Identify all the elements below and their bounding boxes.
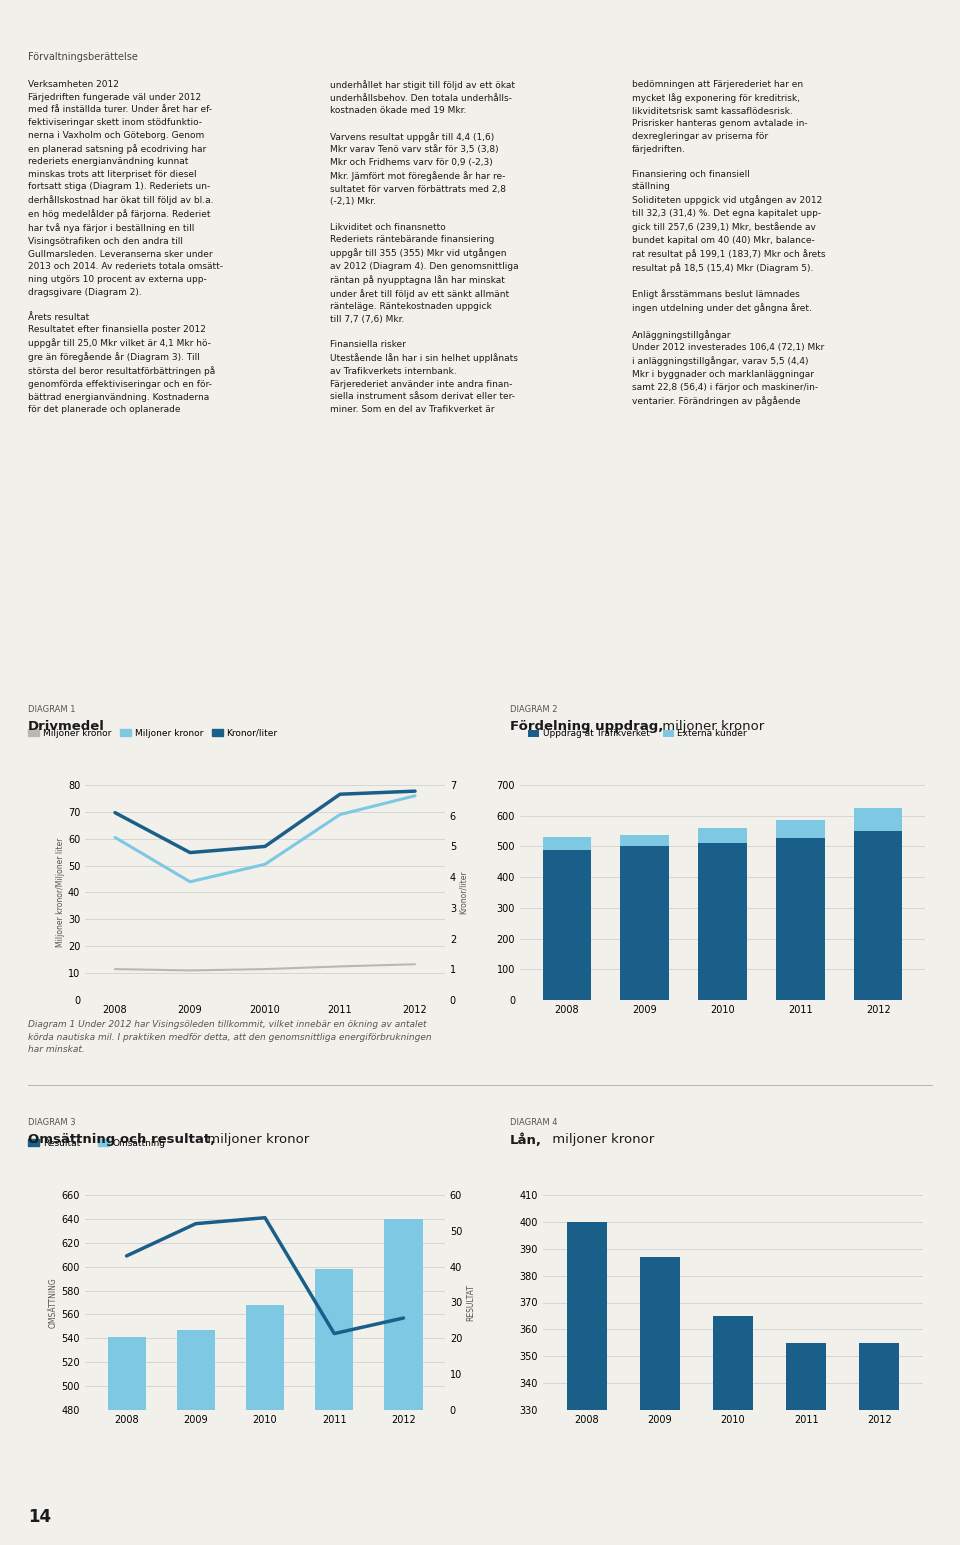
- Bar: [246, 1306, 284, 1545]
- Text: miljoner kronor: miljoner kronor: [658, 720, 764, 732]
- Text: miljoner kronor: miljoner kronor: [548, 1132, 655, 1146]
- Text: Lån,: Lån,: [510, 1132, 542, 1146]
- Y-axis label: Kronor/liter: Kronor/liter: [459, 871, 468, 915]
- Text: Omsättning och resultat,: Omsättning och resultat,: [28, 1132, 215, 1146]
- Bar: [698, 828, 747, 842]
- Bar: [713, 1316, 753, 1545]
- Bar: [859, 1343, 900, 1545]
- Bar: [108, 1336, 146, 1545]
- Bar: [620, 834, 669, 847]
- Text: Verksamheten 2012
Färjedriften fungerade väl under 2012
med få inställda turer. : Verksamheten 2012 Färjedriften fungerade…: [28, 80, 223, 414]
- Bar: [566, 1222, 607, 1545]
- Bar: [384, 1219, 422, 1545]
- Bar: [854, 808, 902, 831]
- Y-axis label: Miljoner kronor/Miljoner liter: Miljoner kronor/Miljoner liter: [56, 837, 65, 947]
- Text: underhållet har stigit till följd av ett ökat
underhållsbehov. Den totala underh: underhållet har stigit till följd av ett…: [330, 80, 518, 414]
- Bar: [786, 1343, 827, 1545]
- Bar: [777, 837, 825, 1000]
- Y-axis label: RESULTAT: RESULTAT: [467, 1284, 475, 1321]
- Y-axis label: OMSÄTTNING: OMSÄTTNING: [48, 1278, 58, 1327]
- Text: DIAGRAM 2: DIAGRAM 2: [510, 705, 558, 714]
- Bar: [542, 850, 590, 1000]
- Text: Diagram 1 Under 2012 har Visingsöleden tillkommit, vilket innebär en ökning av a: Diagram 1 Under 2012 har Visingsöleden t…: [28, 1020, 432, 1054]
- Text: Fördelning uppdrag,: Fördelning uppdrag,: [510, 720, 663, 732]
- Text: DIAGRAM 3: DIAGRAM 3: [28, 1119, 76, 1126]
- Text: Drivmedel: Drivmedel: [28, 720, 105, 732]
- Legend: Miljoner kronor, Miljoner kronor, Kronor/liter: Miljoner kronor, Miljoner kronor, Kronor…: [25, 725, 281, 742]
- Bar: [698, 842, 747, 1000]
- Bar: [177, 1330, 215, 1545]
- Legend: Resultat, Omsättning: Resultat, Omsättning: [25, 1136, 169, 1151]
- Text: DIAGRAM 4: DIAGRAM 4: [510, 1119, 558, 1126]
- Text: bedömningen att Färjerederiet har en
mycket låg exponering för kreditrisk,
likvi: bedömningen att Färjerederiet har en myc…: [632, 80, 826, 406]
- Bar: [315, 1268, 353, 1545]
- Bar: [639, 1256, 680, 1545]
- Text: 14: 14: [28, 1508, 51, 1526]
- Text: DIAGRAM 1: DIAGRAM 1: [28, 705, 76, 714]
- Text: miljoner kronor: miljoner kronor: [203, 1132, 309, 1146]
- Bar: [854, 831, 902, 1000]
- Bar: [542, 836, 590, 850]
- Bar: [777, 820, 825, 837]
- Bar: [620, 847, 669, 1000]
- Legend: Uppdrag åt Trafikverket, Externa kunder: Uppdrag åt Trafikverket, Externa kunder: [524, 725, 751, 742]
- Text: Förvaltningsberättelse: Förvaltningsberättelse: [28, 53, 138, 62]
